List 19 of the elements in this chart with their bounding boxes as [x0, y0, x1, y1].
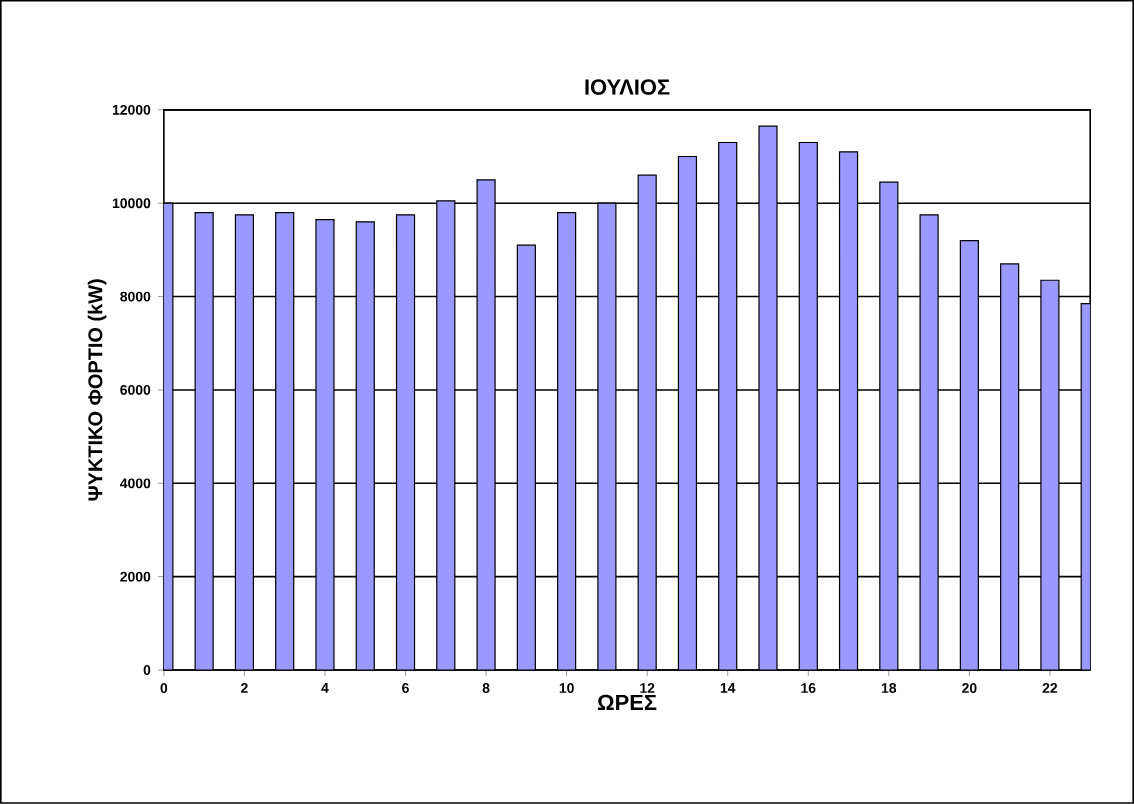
- bar: [718, 141, 738, 671]
- bar: [557, 212, 577, 671]
- bar: [798, 141, 818, 671]
- bar: [234, 214, 255, 671]
- bar: [275, 212, 295, 671]
- bar: [1000, 263, 1020, 671]
- bar: [838, 151, 859, 671]
- bar: [395, 214, 416, 671]
- bar: [355, 221, 375, 671]
- bar: [436, 200, 456, 671]
- bar: [516, 244, 536, 671]
- bar: [677, 155, 698, 671]
- bar: [959, 240, 979, 671]
- x-axis-title: ΩΡΕΣ: [597, 694, 657, 711]
- y-axis-title: ΨΥΚΤΙΚΟ ΦΟΡΤΙΟ (kW): [87, 279, 107, 501]
- bar: [879, 181, 899, 671]
- bar: [194, 212, 214, 671]
- chart-title: ΙΟΥΛΙΟΣ: [585, 79, 670, 95]
- bar: [637, 174, 657, 671]
